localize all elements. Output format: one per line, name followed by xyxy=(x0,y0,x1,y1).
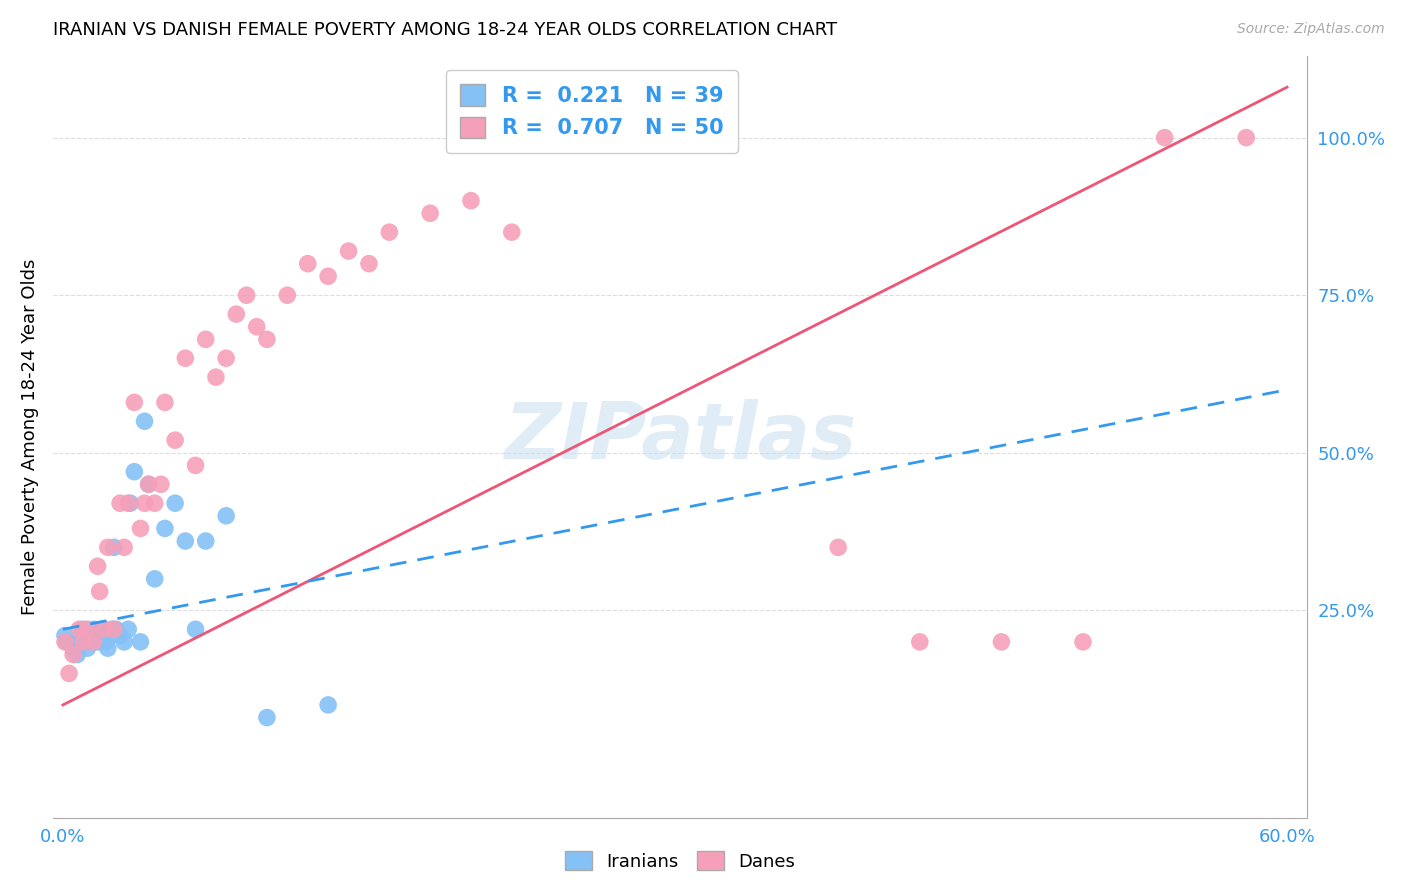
Point xyxy=(460,194,482,208)
Point xyxy=(194,332,217,346)
Point xyxy=(124,395,146,409)
Point xyxy=(194,534,217,549)
Point xyxy=(205,370,228,384)
Point xyxy=(165,496,187,510)
Point xyxy=(53,629,76,643)
Point xyxy=(108,496,131,510)
Point xyxy=(56,635,79,649)
Point xyxy=(97,641,120,656)
Point xyxy=(62,648,84,662)
Point xyxy=(124,465,146,479)
Point xyxy=(62,641,84,656)
Point xyxy=(93,622,115,636)
Point xyxy=(83,635,105,649)
Point xyxy=(1153,130,1175,145)
Point xyxy=(67,622,90,636)
Point xyxy=(174,534,197,549)
Point xyxy=(72,635,94,649)
Point xyxy=(97,541,120,555)
Point xyxy=(72,622,94,636)
Point xyxy=(79,629,101,643)
Y-axis label: Female Poverty Among 18-24 Year Olds: Female Poverty Among 18-24 Year Olds xyxy=(21,259,39,615)
Text: ZIPatlas: ZIPatlas xyxy=(503,399,856,475)
Point xyxy=(58,666,80,681)
Point xyxy=(108,629,131,643)
Point xyxy=(76,622,98,636)
Point xyxy=(117,496,139,510)
Point xyxy=(86,559,108,574)
Point xyxy=(129,635,152,649)
Point xyxy=(112,541,135,555)
Point xyxy=(138,477,160,491)
Point xyxy=(153,395,176,409)
Point xyxy=(143,572,166,586)
Point xyxy=(70,629,93,643)
Point xyxy=(316,698,339,712)
Point xyxy=(990,635,1012,649)
Point xyxy=(83,622,105,636)
Point xyxy=(1071,635,1094,649)
Point xyxy=(297,257,319,271)
Point xyxy=(129,521,152,535)
Point xyxy=(419,206,441,220)
Point xyxy=(67,635,90,649)
Point xyxy=(827,541,849,555)
Point xyxy=(1234,130,1257,145)
Point xyxy=(357,257,380,271)
Point xyxy=(134,414,156,428)
Text: Source: ZipAtlas.com: Source: ZipAtlas.com xyxy=(1237,22,1385,37)
Text: IRANIAN VS DANISH FEMALE POVERTY AMONG 18-24 YEAR OLDS CORRELATION CHART: IRANIAN VS DANISH FEMALE POVERTY AMONG 1… xyxy=(52,21,837,39)
Point xyxy=(184,622,207,636)
Point xyxy=(101,622,124,636)
Point xyxy=(562,130,585,145)
Point xyxy=(117,622,139,636)
Point xyxy=(149,477,172,491)
Point xyxy=(89,635,111,649)
Point xyxy=(94,635,117,649)
Point xyxy=(704,130,727,145)
Point xyxy=(138,477,160,491)
Point xyxy=(165,433,187,447)
Point xyxy=(120,496,142,510)
Point xyxy=(235,288,257,302)
Point xyxy=(215,351,238,366)
Point xyxy=(337,244,360,258)
Point xyxy=(75,635,97,649)
Point xyxy=(98,629,121,643)
Point xyxy=(623,130,645,145)
Point xyxy=(378,225,401,239)
Point xyxy=(153,521,176,535)
Point xyxy=(184,458,207,473)
Point xyxy=(215,508,238,523)
Point xyxy=(76,641,98,656)
Point xyxy=(86,629,108,643)
Point xyxy=(89,584,111,599)
Point xyxy=(246,319,269,334)
Point xyxy=(256,710,278,724)
Point xyxy=(225,307,247,321)
Point xyxy=(501,225,523,239)
Point xyxy=(103,541,125,555)
Point xyxy=(316,269,339,284)
Point xyxy=(66,648,89,662)
Point xyxy=(53,635,76,649)
Point xyxy=(134,496,156,510)
Legend: Iranians, Danes: Iranians, Danes xyxy=(558,844,803,878)
Point xyxy=(908,635,931,649)
Point xyxy=(103,622,125,636)
Point xyxy=(93,629,115,643)
Point xyxy=(174,351,197,366)
Point xyxy=(276,288,298,302)
Point xyxy=(84,635,107,649)
Point xyxy=(143,496,166,510)
Point xyxy=(112,635,135,649)
Point xyxy=(104,622,127,636)
Point xyxy=(256,332,278,346)
Point xyxy=(90,622,112,636)
